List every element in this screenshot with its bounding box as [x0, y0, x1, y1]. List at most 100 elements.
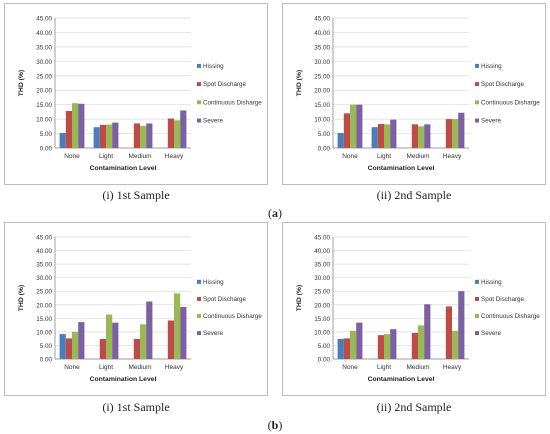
y-tick-label: 20.00 [314, 302, 330, 309]
y-tick-label: 40.00 [36, 30, 52, 37]
bar-spot-discharge [65, 111, 72, 148]
x-tick-label: None [64, 153, 80, 160]
bar-severe [356, 322, 363, 359]
legend-swatch [475, 314, 479, 319]
y-axis-label: THD (%) [18, 285, 25, 311]
legend-label: Continuous Disharge [481, 99, 540, 106]
x-tick-label: Light [377, 364, 391, 371]
legend-swatch [475, 279, 479, 284]
bar-continuous-disharge [418, 126, 425, 148]
y-tick-label: 30.00 [314, 59, 330, 66]
y-tick-label: 30.00 [36, 59, 52, 66]
y-tick-label: 5.00 [318, 131, 331, 138]
legend-label: Hissing [203, 279, 224, 286]
chart-panel-a2: 0.00 5.00 10.00 15.00 20.00 25.00 30.00 35.00 40… [282, 3, 546, 185]
bar-spot-discharge [445, 119, 452, 148]
chart-svg-b2: 0.00 5.00 10.00 15.00 20.00 25.00 30.00 35.00 40… [296, 235, 540, 384]
y-tick-label: 15.00 [314, 316, 330, 323]
legend-label: Hissing [481, 63, 502, 70]
bar-severe [458, 291, 465, 359]
x-tick-label: None [342, 364, 358, 371]
group-label-b: (b) [0, 418, 550, 433]
bar-spot-discharge [411, 332, 418, 359]
bar-continuous-disharge [452, 330, 459, 359]
y-tick-label: 10.00 [36, 329, 52, 336]
bar-spot-discharge [133, 338, 140, 359]
chart-svg-a2: 0.00 5.00 10.00 15.00 20.00 25.00 30.00 35.00 40… [296, 16, 540, 173]
y-tick-label: 35.00 [36, 262, 52, 269]
bar-spot-discharge [99, 338, 106, 359]
bar-continuous-disharge [418, 325, 425, 359]
y-tick-label: 30.00 [36, 275, 52, 282]
x-tick-label: Light [99, 364, 113, 371]
legend-label: Hissing [481, 279, 502, 286]
bar-spot-discharge [167, 320, 174, 359]
bar-continuous-disharge [384, 334, 391, 359]
y-tick-label: 25.00 [36, 289, 52, 296]
y-tick-label: 10.00 [36, 117, 52, 124]
x-tick-label: Light [99, 153, 113, 160]
bar-hissing [59, 334, 66, 359]
legend-swatch [197, 63, 201, 68]
y-tick-label: 5.00 [318, 343, 331, 350]
y-tick-label: 45.00 [36, 235, 52, 242]
legend-swatch [475, 296, 479, 301]
bar-hissing [337, 338, 344, 359]
group-label-b-open: ( [267, 418, 272, 432]
legend-label: Spot Discharge [203, 296, 247, 303]
x-tick-label: None [64, 364, 80, 371]
legend-swatch [197, 82, 201, 87]
x-tick-label: Heavy [443, 153, 462, 160]
y-tick-label: 20.00 [36, 302, 52, 309]
bar-spot-discharge [411, 124, 418, 148]
bar-continuous-disharge [72, 103, 79, 148]
y-tick-label: 25.00 [36, 73, 52, 80]
bar-continuous-disharge [72, 331, 79, 359]
legend-label: Spot Discharge [203, 81, 247, 88]
legend-label: Hissing [203, 63, 224, 70]
x-axis-label: Contamination Level [90, 376, 157, 383]
panel-caption-a2: (ii) 2nd Sample [376, 188, 452, 202]
y-tick-label: 45.00 [36, 16, 52, 23]
x-axis-label: Contamination Level [368, 376, 435, 383]
y-tick-label: 15.00 [36, 316, 52, 323]
bar-continuous-disharge [140, 324, 147, 359]
legend-swatch [475, 82, 479, 87]
x-tick-label: None [342, 153, 358, 160]
chart-svg-b1: 0.00 5.00 10.00 15.00 20.00 25.00 30.00 35.00 40… [18, 235, 262, 384]
bar-spot-discharge [167, 118, 174, 148]
y-tick-label: 0.00 [318, 357, 331, 364]
panel-caption-b1: (i) 1st Sample [102, 400, 170, 414]
x-tick-label: Heavy [165, 364, 184, 371]
y-tick-label: 45.00 [314, 235, 330, 242]
group-label-a-open: ( [268, 206, 272, 220]
bar-continuous-disharge [350, 104, 357, 148]
group-label-a: (a) [0, 206, 550, 221]
bar-severe [180, 306, 187, 359]
bar-hissing [93, 127, 100, 148]
y-tick-label: 40.00 [36, 248, 52, 255]
bar-severe [112, 322, 119, 359]
bar-severe [356, 104, 363, 148]
y-tick-label: 5.00 [40, 131, 53, 138]
chart-panel-b2: 0.00 5.00 10.00 15.00 20.00 25.00 30.00 35.00 40… [282, 222, 546, 396]
y-tick-label: 10.00 [314, 329, 330, 336]
bar-continuous-disharge [140, 126, 147, 148]
bar-continuous-disharge [452, 119, 459, 148]
x-tick-label: Medium [406, 153, 429, 160]
bar-continuous-disharge [106, 314, 113, 359]
y-tick-label: 40.00 [314, 248, 330, 255]
y-axis-label: THD (%) [18, 70, 25, 96]
x-tick-label: Medium [128, 364, 151, 371]
y-tick-label: 5.00 [40, 343, 53, 350]
chart-svg-a1: 0.00 5.00 10.00 15.00 20.00 25.00 30.00 35.00 40… [18, 16, 262, 173]
y-tick-label: 15.00 [314, 102, 330, 109]
group-label-a-close: ) [278, 206, 282, 220]
x-tick-label: Heavy [165, 153, 184, 160]
panel-caption-a1: (i) 1st Sample [102, 188, 170, 202]
y-tick-label: 10.00 [314, 117, 330, 124]
bar-severe [78, 322, 85, 359]
y-tick-label: 0.00 [318, 146, 331, 153]
legend-label: Spot Discharge [481, 81, 525, 88]
bar-continuous-disharge [174, 293, 181, 359]
